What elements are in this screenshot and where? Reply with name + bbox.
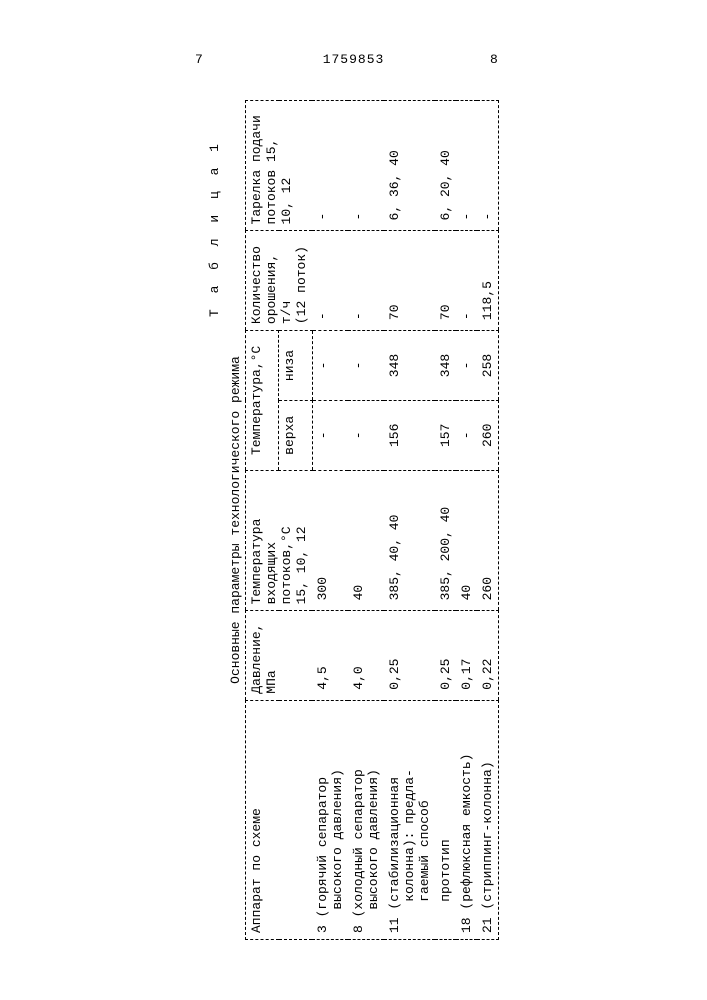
table-cell: -	[348, 331, 384, 401]
table-cell: 18 (рефлюксная емкость)	[456, 700, 477, 939]
table-cell: 40	[348, 470, 384, 611]
table-cell: 8 (холодный сепаратор высокого давления)	[348, 700, 384, 939]
table-cell: -	[456, 331, 477, 401]
table-cell: 21 (стриппинг-колонна)	[477, 700, 499, 939]
table-cell: 3 (горячий сепаратор высокого давления)	[312, 700, 348, 939]
th-temp-streams: Температура входящих потоков,°С 15, 10, …	[246, 470, 313, 611]
th-reflux-l1: Количество	[249, 246, 264, 324]
table-cell: 385, 200, 40	[435, 470, 456, 611]
table-cell: -	[312, 231, 348, 331]
table-cell: 260	[477, 400, 499, 470]
th-reflux-l2: орошения,	[264, 254, 279, 324]
table-cell: 40	[456, 470, 477, 611]
th-reflux-l4: (12 поток)	[294, 246, 309, 324]
table-cell: -	[312, 331, 348, 401]
th-tray-l2: потоков 15,	[264, 139, 279, 225]
parameters-table: Аппарат по схеме Давление, МПа Температу…	[245, 100, 499, 940]
table-cell: 157	[435, 400, 456, 470]
patent-number: 1759853	[0, 52, 707, 67]
th-temp-streams-l4: 15, 10, 12	[294, 526, 309, 604]
table-row: 18 (рефлюксная емкость)0,1740----	[456, 101, 477, 940]
table-cell: 4,5	[312, 611, 348, 700]
table-cell: 4,0	[348, 611, 384, 700]
table-cell: -	[477, 101, 499, 231]
th-reflux-l3: т/ч	[279, 301, 294, 324]
table-cell: -	[348, 231, 384, 331]
table-cell: 6, 20, 40	[435, 101, 456, 231]
table-cell: 300	[312, 470, 348, 611]
table-container: Т а б л и ц а 1 Основные параметры техно…	[207, 100, 499, 940]
table-caption: Т а б л и ц а 1	[207, 100, 222, 940]
table-cell: 70	[384, 231, 435, 331]
table-row: 21 (стриппинг-колонна)0,22260260258118,5…	[477, 101, 499, 940]
table-row: 11 (стабилизационная колонна): предла- г…	[384, 101, 435, 940]
th-pressure: Давление, МПа	[246, 611, 313, 700]
table-cell: -	[312, 400, 348, 470]
table-cell: 348	[435, 331, 456, 401]
table-cell: -	[456, 231, 477, 331]
table-body: 3 (горячий сепаратор высокого давления)4…	[312, 101, 499, 940]
table-cell: 6, 36, 40	[384, 101, 435, 231]
table-row: 3 (горячий сепаратор высокого давления)4…	[312, 101, 348, 940]
th-apparatus: Аппарат по схеме	[246, 700, 313, 939]
th-temp-streams-l2: входящих	[264, 542, 279, 604]
page-number-right: 8	[490, 52, 498, 67]
table-row: прототип0,25385, 200, 40157348706, 20, 4…	[435, 101, 456, 940]
table-subtitle: Основные параметры технологического режи…	[228, 100, 243, 940]
table-cell: -	[348, 101, 384, 231]
table-cell: 0,22	[477, 611, 499, 700]
table-cell: 70	[435, 231, 456, 331]
table-cell: 156	[384, 400, 435, 470]
th-bottom: низа	[279, 331, 312, 401]
table-row: 8 (холодный сепаратор высокого давления)…	[348, 101, 384, 940]
table-cell: 385, 40, 40	[384, 470, 435, 611]
table-cell: 0,25	[435, 611, 456, 700]
table-cell: 258	[477, 331, 499, 401]
table-cell: 0,25	[384, 611, 435, 700]
th-top: верха	[279, 400, 312, 470]
table-cell: 260	[477, 470, 499, 611]
th-temp-streams-l3: потоков,°С	[279, 526, 294, 604]
table-cell: -	[456, 101, 477, 231]
table-cell: 118,5	[477, 231, 499, 331]
table-cell: 11 (стабилизационная колонна): предла- г…	[384, 700, 435, 939]
th-temp-streams-l1: Температура	[249, 519, 264, 605]
table-cell: прототип	[435, 700, 456, 939]
th-tray: Тарелка подачи потоков 15, 10, 12	[246, 101, 313, 231]
table-cell: -	[456, 400, 477, 470]
table-cell: 348	[384, 331, 435, 401]
th-temperature: Температура,°С	[246, 331, 279, 471]
table-cell: -	[312, 101, 348, 231]
table-cell: 0,17	[456, 611, 477, 700]
th-reflux: Количество орошения, т/ч (12 поток)	[246, 231, 313, 331]
th-tray-l1: Тарелка подачи	[249, 115, 264, 224]
th-tray-l3: 10, 12	[279, 178, 294, 225]
table-cell: -	[348, 400, 384, 470]
